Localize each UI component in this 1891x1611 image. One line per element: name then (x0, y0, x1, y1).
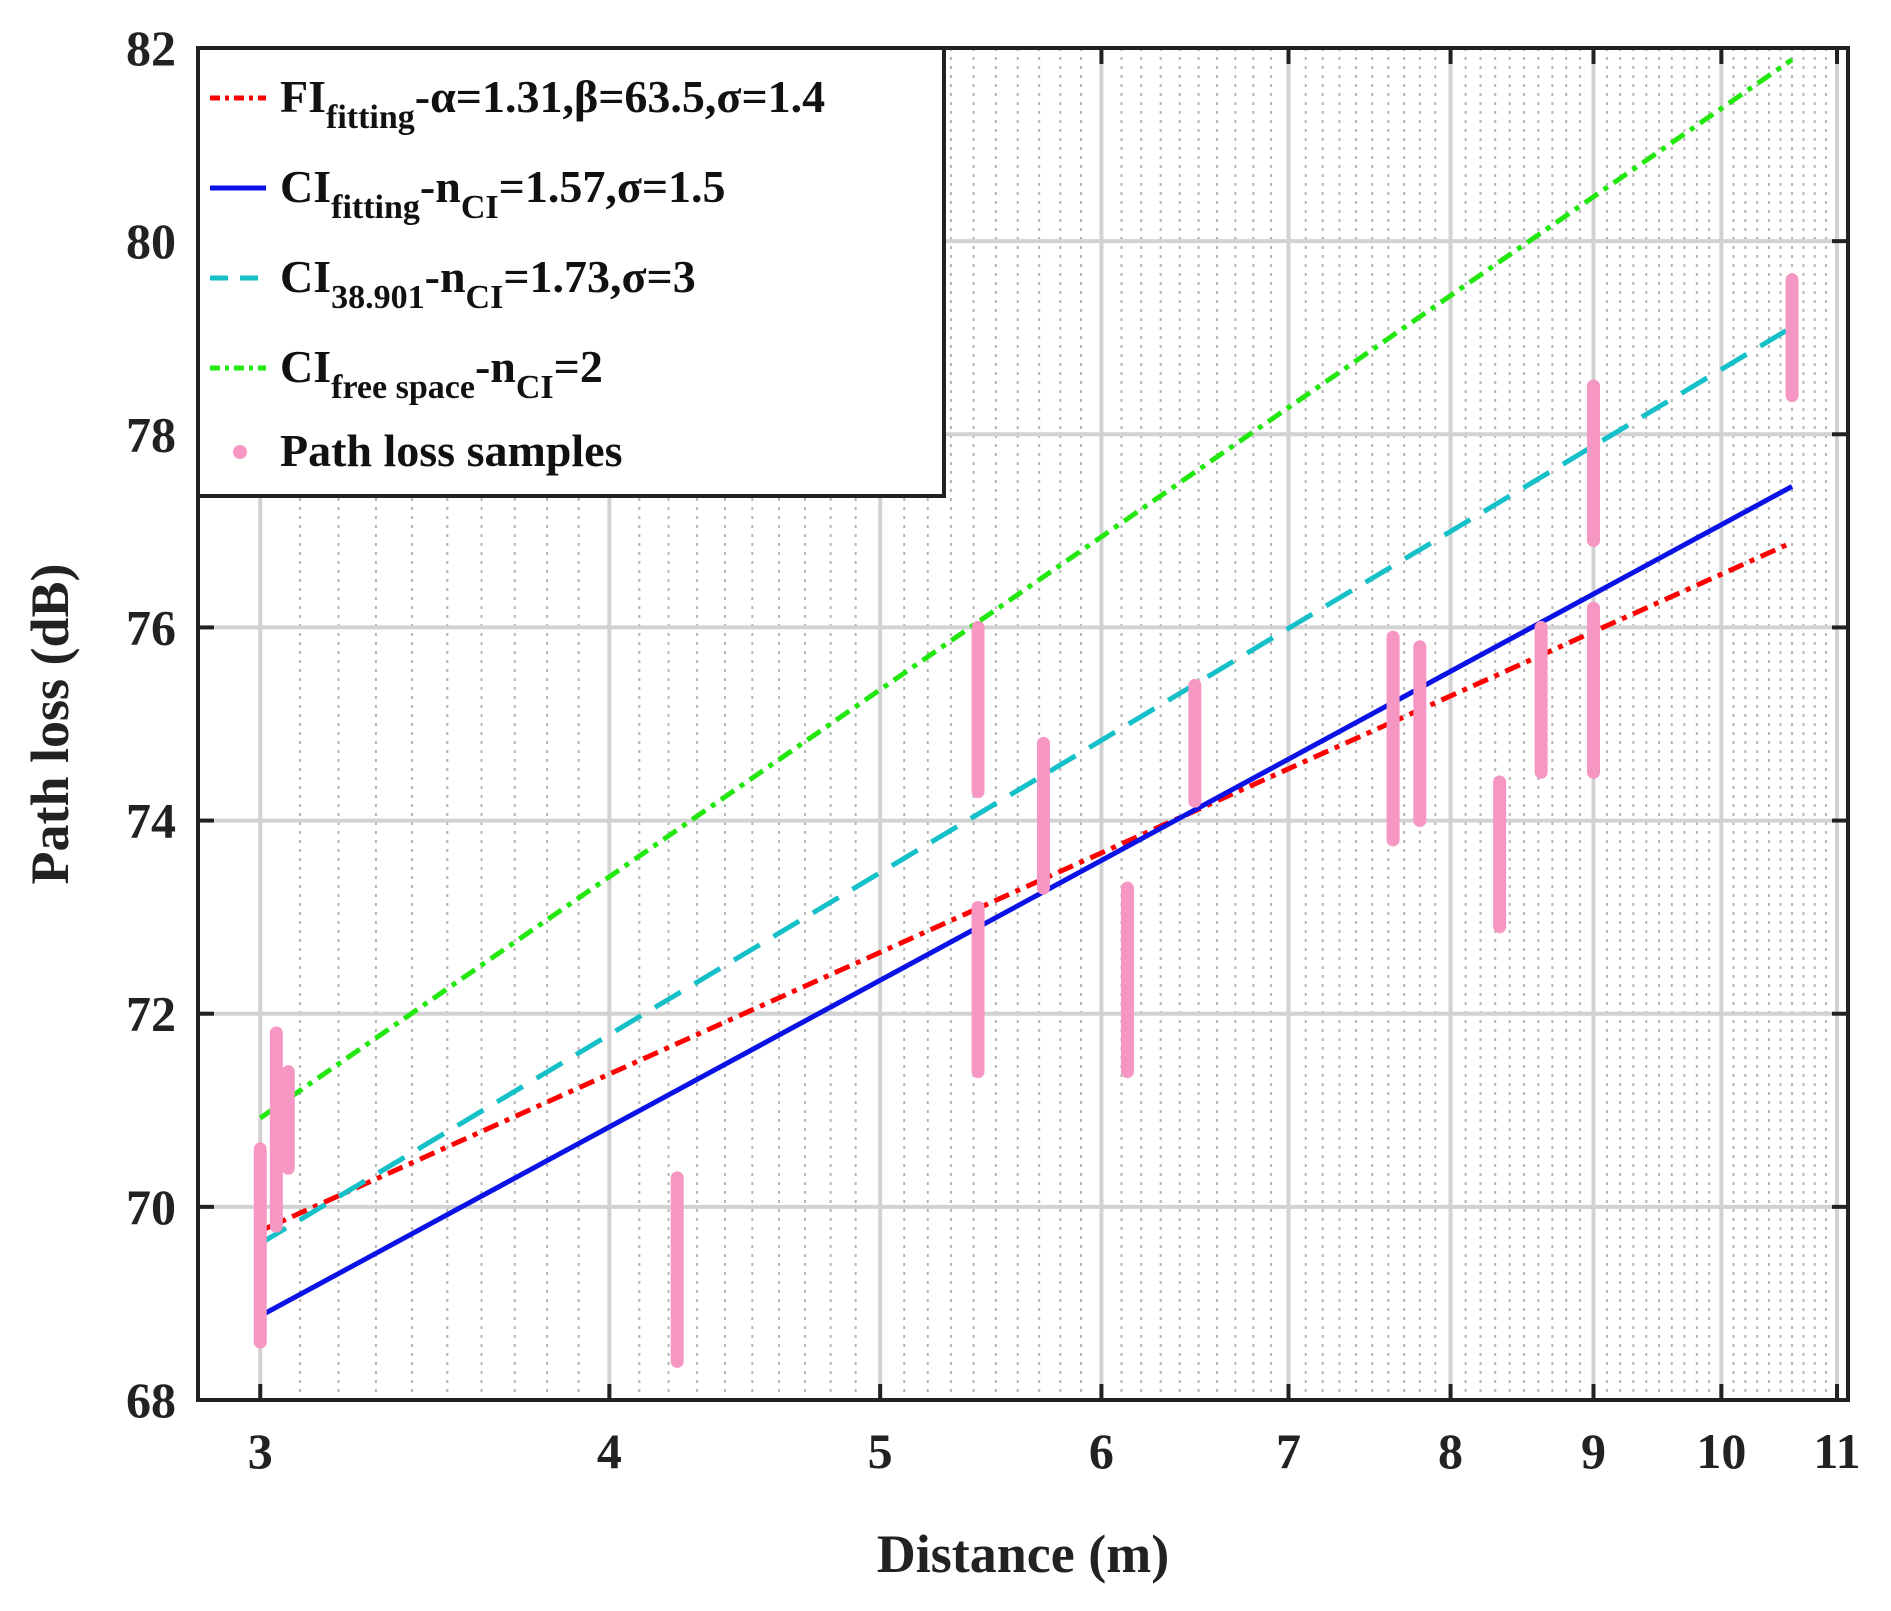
series-line-ci-fitting (259, 484, 1794, 1319)
x-tick-label: 11 (1813, 1423, 1860, 1479)
y-tick-label: 68 (126, 1372, 176, 1428)
x-tick-label: 9 (1581, 1423, 1606, 1479)
series-line-ci-38-901 (258, 324, 1794, 1246)
legend-entry: CIfree space-nCI=2 (280, 341, 603, 406)
y-tick-label: 80 (126, 213, 176, 269)
x-tick-label: 7 (1276, 1423, 1301, 1479)
plot-frame (196, 46, 1850, 1402)
x-tick-label: 6 (1089, 1423, 1114, 1479)
x-tick-label: 8 (1438, 1423, 1463, 1479)
x-tick-label: 5 (868, 1423, 893, 1479)
legend: FIfitting-α=1.31,β=63.5,σ=1.4 CIfitting-n… (196, 46, 946, 498)
path-loss-samples (253, 273, 1799, 1368)
legend-entry: Path loss samples (280, 425, 622, 476)
y-tick-label: 72 (126, 986, 176, 1042)
legend-entry: FIfitting-α=1.31,β=63.5,σ=1.4 (280, 71, 825, 136)
x-tick-label: 4 (597, 1423, 622, 1479)
legend-entry: CIfitting-nCI=1.57,σ=1.5 (280, 161, 726, 226)
y-tick-label: 82 (126, 20, 176, 76)
x-tick-label: 10 (1696, 1423, 1746, 1479)
y-tick-label: 78 (126, 406, 176, 462)
x-tick-label: 3 (248, 1423, 273, 1479)
x-axis-label: Distance (m) (877, 1524, 1169, 1584)
y-tick-label: 70 (126, 1179, 176, 1235)
series-line-fi-fitting (259, 540, 1794, 1234)
legend-box (196, 46, 946, 498)
legend-swatch (233, 445, 247, 459)
y-tick-label: 76 (126, 599, 176, 655)
legend-entry: CI38.901-nCI=1.73,σ=3 (280, 251, 696, 316)
y-axis-label: Path loss (dB) (20, 563, 80, 884)
series-line-ci-free-space (258, 57, 1794, 1121)
y-tick-label: 74 (126, 793, 176, 849)
